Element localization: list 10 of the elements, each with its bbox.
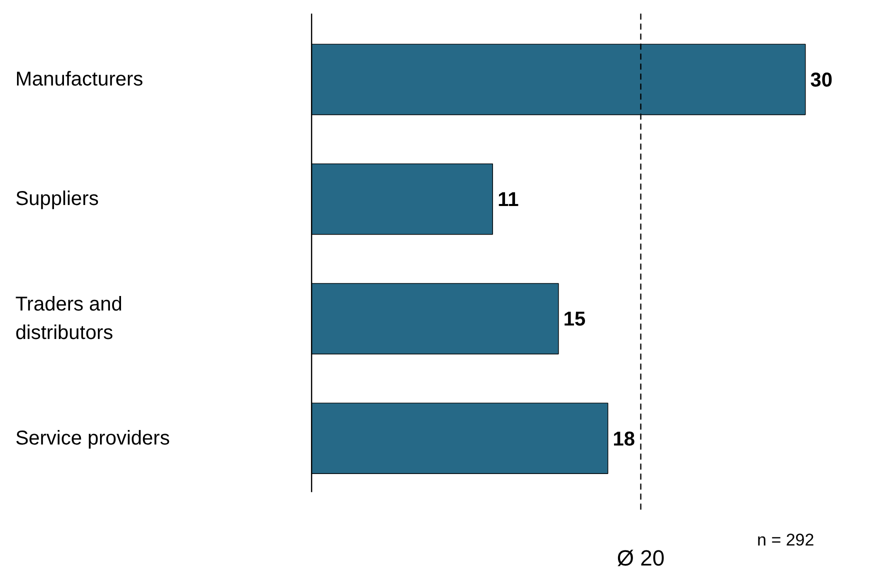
y-tick-label: Traders and distributors bbox=[15, 293, 122, 344]
text: n = 292 bbox=[757, 530, 814, 550]
y-tick-label: Suppliers bbox=[15, 188, 99, 210]
y-tick-label: Manufacturers bbox=[15, 68, 144, 90]
data-label: 30 bbox=[810, 69, 833, 92]
ref-line-label: Ø 20 bbox=[616, 545, 665, 570]
y-tick-label: Service providers bbox=[15, 427, 170, 450]
data-label: 15 bbox=[563, 308, 586, 331]
data-label: 11 bbox=[498, 189, 519, 212]
data-label: 18 bbox=[612, 428, 636, 450]
